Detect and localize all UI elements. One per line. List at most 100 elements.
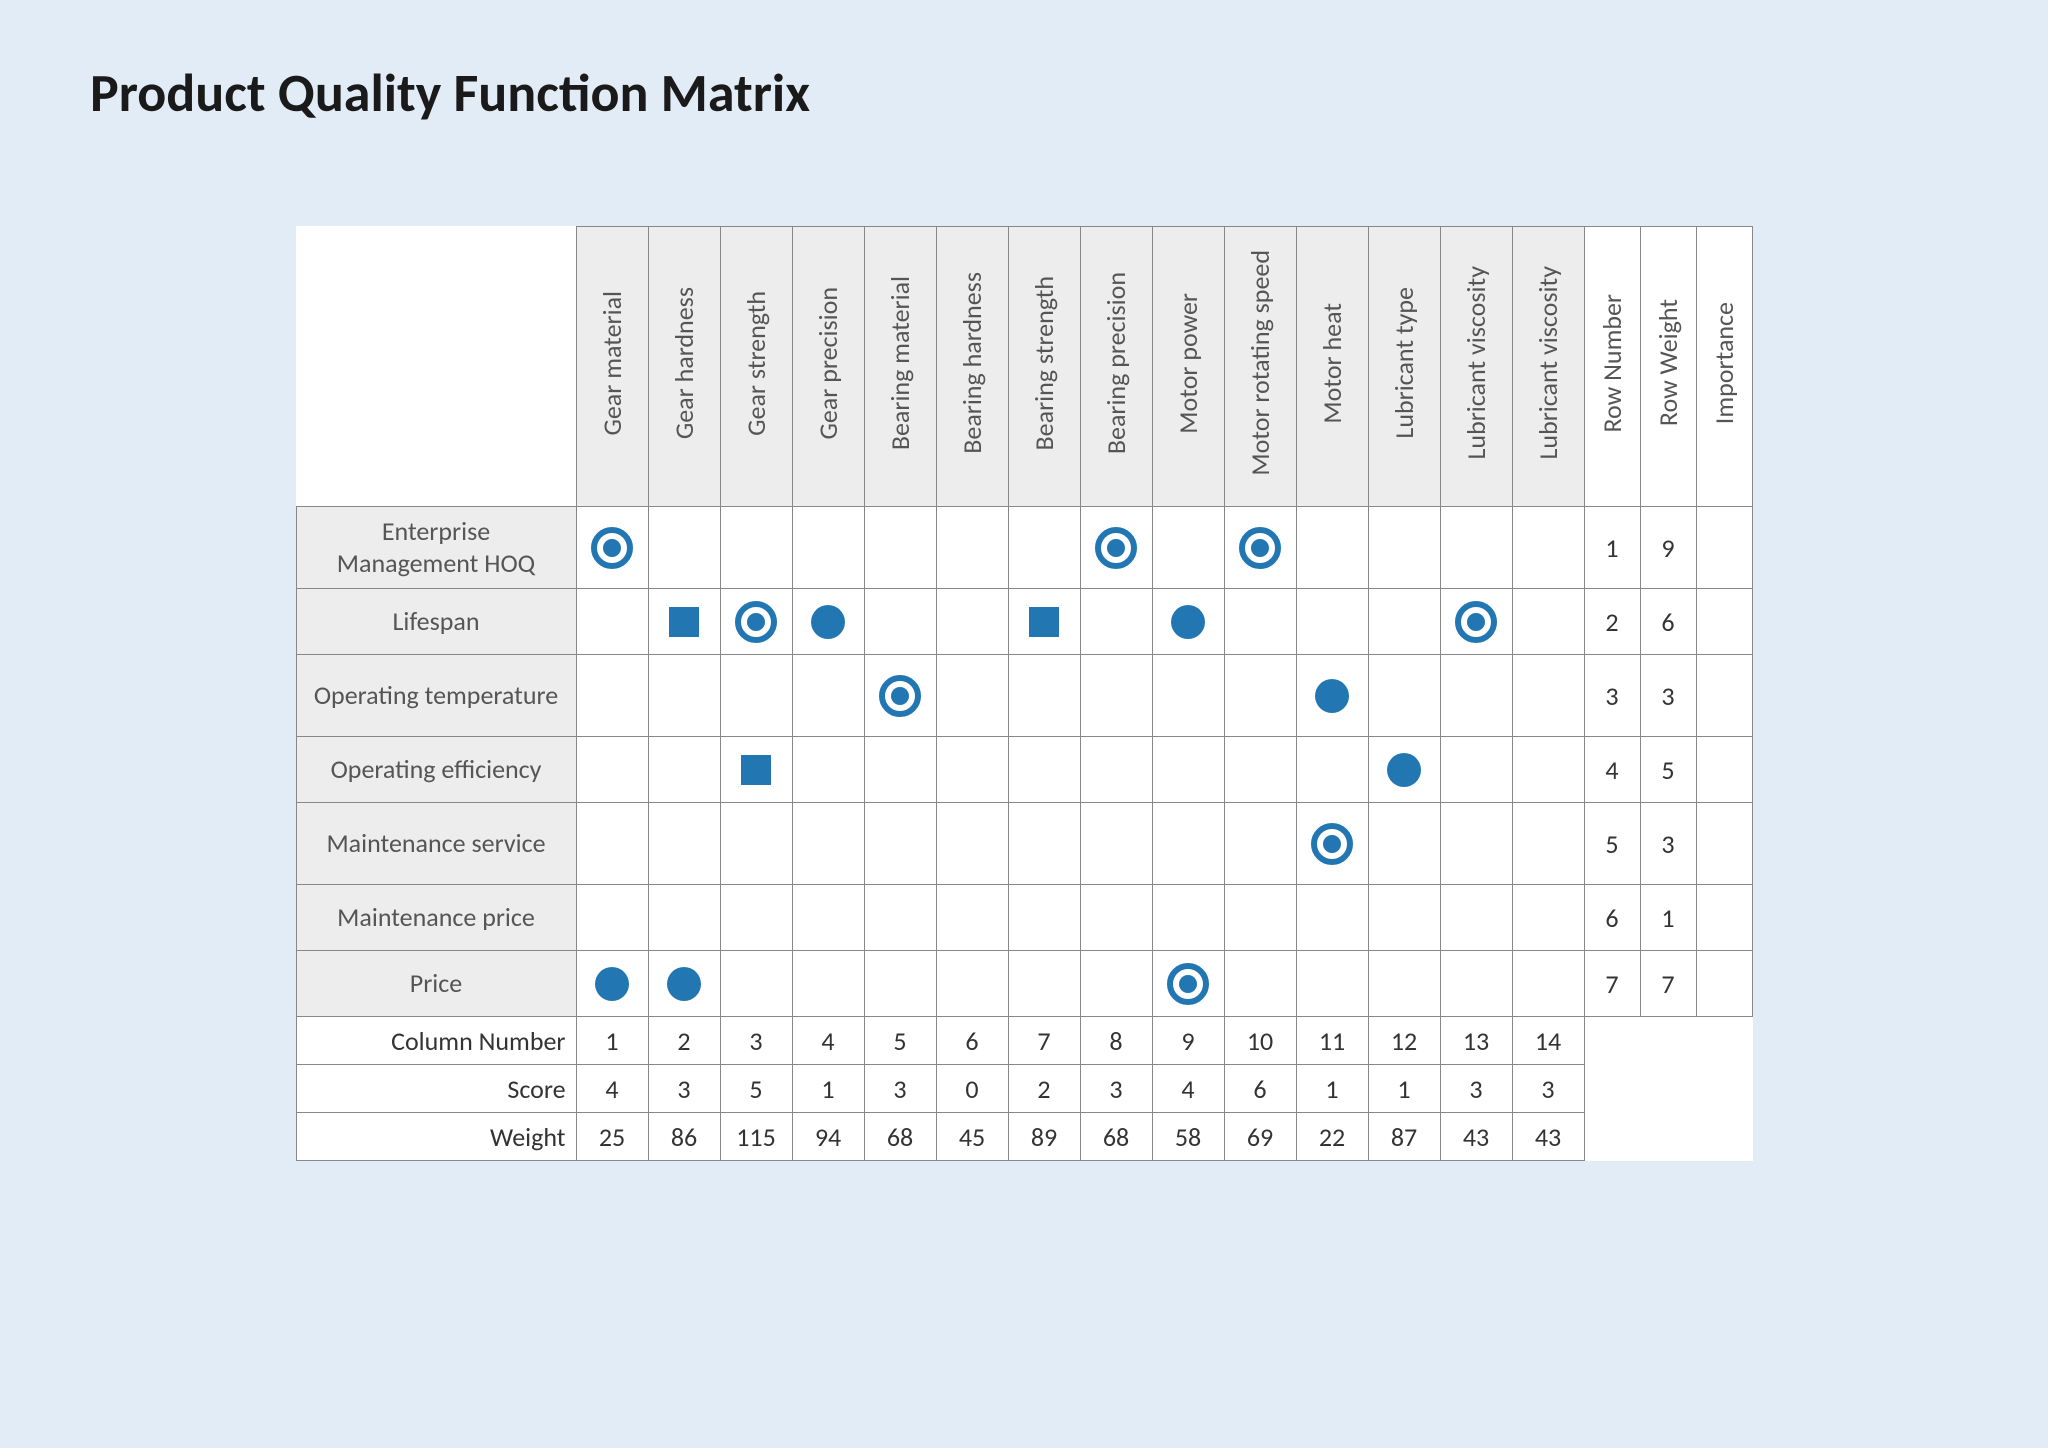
matrix-cell [1440, 655, 1512, 737]
matrix-cell [1080, 655, 1152, 737]
matrix-cell [648, 737, 720, 803]
matrix-cell [792, 589, 864, 655]
matrix-cell [1224, 951, 1296, 1017]
matrix-cell [1368, 803, 1440, 885]
importance-cell [1696, 885, 1752, 951]
column-header-label: Motor rotating speed [1244, 250, 1276, 476]
matrix-cell [1008, 655, 1080, 737]
importance-cell [1696, 803, 1752, 885]
column-header: Gear hardness [648, 227, 720, 507]
column-header-label: Bearing precision [1100, 272, 1132, 454]
matrix-cell [1152, 885, 1224, 951]
matrix-cell [1368, 589, 1440, 655]
matrix-cell [1296, 951, 1368, 1017]
column-header-label: Lubricant viscosity [1532, 266, 1564, 460]
summary-cell: 6 [936, 1017, 1008, 1065]
page-title: Product Quality Function Matrix [90, 60, 1958, 126]
matrix-cell [864, 589, 936, 655]
matrix-cell [864, 803, 936, 885]
meta-column-header: Row Number [1584, 227, 1640, 507]
matrix-cell [576, 507, 648, 589]
matrix-cell [936, 589, 1008, 655]
summary-row-label: Score [296, 1065, 576, 1113]
qfd-matrix-table: Gear materialGear hardnessGear strengthG… [296, 226, 1753, 1161]
summary-cell: 13 [1440, 1017, 1512, 1065]
blank-cell [1640, 1017, 1696, 1065]
summary-cell: 45 [936, 1113, 1008, 1161]
column-header: Bearing hardness [936, 227, 1008, 507]
column-header: Gear precision [792, 227, 864, 507]
matrix-cell [720, 507, 792, 589]
summary-cell: 7 [1008, 1017, 1080, 1065]
matrix-cell [1224, 803, 1296, 885]
summary-cell: 3 [1440, 1065, 1512, 1113]
blank-cell [1640, 1113, 1696, 1161]
matrix-cell [1152, 589, 1224, 655]
summary-cell: 4 [576, 1065, 648, 1113]
matrix-cell [792, 507, 864, 589]
matrix-cell [864, 507, 936, 589]
summary-row-label: Column Number [296, 1017, 576, 1065]
summary-cell: 8 [1080, 1017, 1152, 1065]
row-header: Maintenance price [296, 885, 576, 951]
row-header: Lifespan [296, 589, 576, 655]
matrix-cell [1080, 885, 1152, 951]
summary-cell: 58 [1152, 1113, 1224, 1161]
matrix-cell [1008, 951, 1080, 1017]
matrix-cell [864, 737, 936, 803]
matrix-cell [936, 507, 1008, 589]
matrix-cell [1512, 507, 1584, 589]
matrix-cell [1512, 803, 1584, 885]
matrix-cell [1512, 737, 1584, 803]
matrix-cell [1368, 885, 1440, 951]
meta-column-header: Row Weight [1640, 227, 1696, 507]
matrix-cell [648, 885, 720, 951]
importance-cell [1696, 655, 1752, 737]
blank-cell [1584, 1113, 1640, 1161]
row-weight-cell: 9 [1640, 507, 1696, 589]
matrix-cell [720, 655, 792, 737]
importance-cell [1696, 951, 1752, 1017]
column-header: Bearing strength [1008, 227, 1080, 507]
summary-cell: 10 [1224, 1017, 1296, 1065]
matrix-cell [792, 803, 864, 885]
matrix-cell [792, 951, 864, 1017]
column-header: Motor power [1152, 227, 1224, 507]
row-number-cell: 3 [1584, 655, 1640, 737]
summary-cell: 2 [648, 1017, 720, 1065]
matrix-cell [1296, 885, 1368, 951]
blank-cell [1696, 1113, 1752, 1161]
matrix-container: Gear materialGear hardnessGear strengthG… [90, 226, 1958, 1161]
summary-cell: 4 [1152, 1065, 1224, 1113]
matrix-cell [936, 951, 1008, 1017]
matrix-cell [1008, 885, 1080, 951]
matrix-cell [648, 507, 720, 589]
matrix-cell [1296, 655, 1368, 737]
corner-cell [296, 227, 576, 507]
matrix-cell [648, 655, 720, 737]
row-weight-cell: 6 [1640, 589, 1696, 655]
blank-cell [1584, 1017, 1640, 1065]
column-header: Bearing material [864, 227, 936, 507]
summary-cell: 2 [1008, 1065, 1080, 1113]
summary-cell: 4 [792, 1017, 864, 1065]
column-header-label: Lubricant viscosity [1460, 266, 1492, 460]
row-number-cell: 5 [1584, 803, 1640, 885]
matrix-cell [1512, 951, 1584, 1017]
matrix-cell [1368, 737, 1440, 803]
summary-cell: 22 [1296, 1113, 1368, 1161]
matrix-cell [720, 885, 792, 951]
summary-cell: 1 [1296, 1065, 1368, 1113]
matrix-cell [936, 885, 1008, 951]
summary-cell: 87 [1368, 1113, 1440, 1161]
blank-cell [1584, 1065, 1640, 1113]
matrix-cell [1296, 589, 1368, 655]
summary-cell: 3 [864, 1065, 936, 1113]
matrix-cell [1296, 737, 1368, 803]
matrix-cell [936, 655, 1008, 737]
matrix-cell [1224, 507, 1296, 589]
summary-cell: 69 [1224, 1113, 1296, 1161]
matrix-cell [864, 885, 936, 951]
matrix-cell [1224, 885, 1296, 951]
row-number-cell: 6 [1584, 885, 1640, 951]
